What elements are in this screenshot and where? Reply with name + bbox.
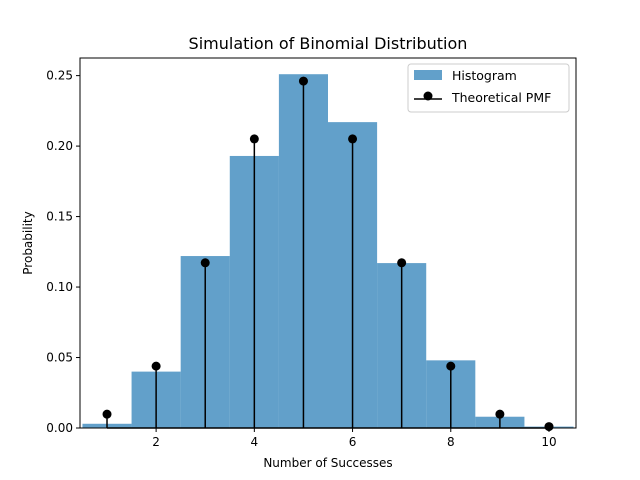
pmf-marker xyxy=(544,422,554,432)
x-tick-label: 10 xyxy=(541,435,556,449)
pmf-marker xyxy=(249,134,259,144)
y-axis-ticks: 0.00 0.05 0.10 0.15 0.20 0.25 xyxy=(46,69,80,435)
pmf-marker xyxy=(298,76,308,86)
y-tick-label: 0.20 xyxy=(46,139,73,153)
pmf-marker xyxy=(446,361,456,371)
y-axis-label: Probability xyxy=(21,211,35,274)
legend: Histogram Theoretical PMF xyxy=(407,63,570,113)
pmf-marker xyxy=(348,134,358,144)
plot-frame xyxy=(79,57,577,429)
y-tick-label: 0.00 xyxy=(46,421,73,435)
legend-box xyxy=(407,63,570,113)
y-tick-label: 0.05 xyxy=(46,351,73,365)
pmf-marker xyxy=(397,258,407,268)
pmf-marker xyxy=(495,409,505,419)
legend-pmf-label: Theoretical PMF xyxy=(451,90,551,105)
legend-pmf-marker xyxy=(423,91,433,101)
x-axis-ticks: 2 4 6 8 10 xyxy=(152,428,557,449)
pmf-marker xyxy=(151,361,161,371)
pmf-marker xyxy=(102,409,112,419)
x-tick-label: 2 xyxy=(152,435,160,449)
x-tick-label: 4 xyxy=(251,435,259,449)
x-tick-label: 8 xyxy=(447,435,455,449)
legend-histogram-label: Histogram xyxy=(452,68,517,83)
y-tick-label: 0.25 xyxy=(46,69,73,83)
y-tick-label: 0.15 xyxy=(46,210,73,224)
legend-histogram-swatch xyxy=(414,70,442,80)
x-tick-label: 6 xyxy=(349,435,357,449)
chart-title: Simulation of Binomial Distribution xyxy=(189,34,468,53)
x-axis-label: Number of Successes xyxy=(263,456,392,470)
pmf-marker xyxy=(200,258,210,268)
y-tick-label: 0.10 xyxy=(46,280,73,294)
